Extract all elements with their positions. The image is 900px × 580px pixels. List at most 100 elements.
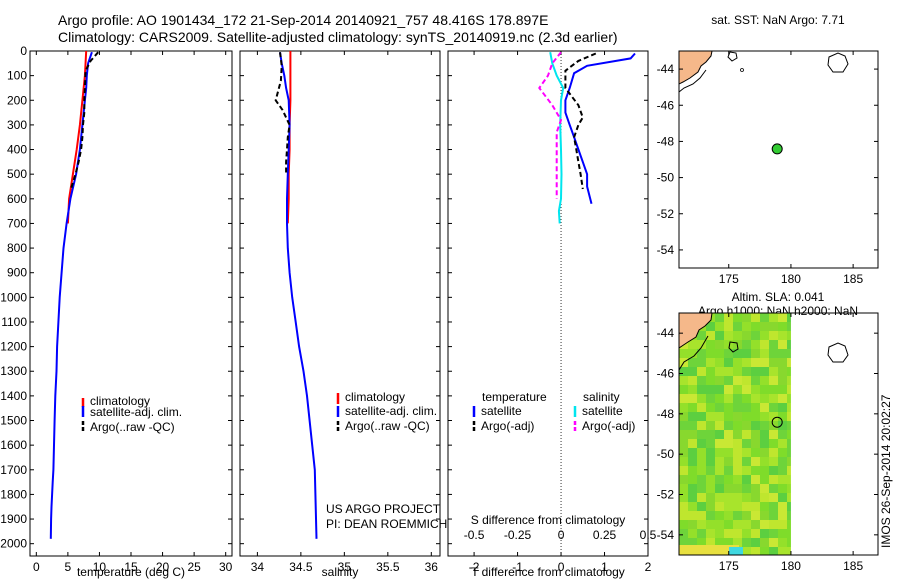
- sla-cell: [742, 358, 751, 367]
- y-tick-label: 1400: [0, 389, 27, 403]
- series-line-argo-raw-qc-: [274, 52, 291, 175]
- map-frame: [678, 50, 879, 269]
- sla-cell: [706, 538, 715, 547]
- sla-cell: [724, 520, 733, 529]
- x-tick-label: 0: [33, 560, 40, 574]
- y-tick-label: -50: [657, 447, 675, 461]
- sla-cell: [697, 358, 706, 367]
- series-line-satellite-adj-clim-: [279, 52, 318, 539]
- sla-cell: [742, 448, 751, 457]
- x-tick-label: 36: [425, 560, 439, 574]
- sla-cell: [697, 331, 706, 340]
- x-tick-label: 175: [719, 559, 739, 573]
- sla-cell: [715, 520, 724, 529]
- sla-cell: [706, 448, 715, 457]
- sla-cell: [724, 484, 733, 493]
- sla-cell: [688, 484, 697, 493]
- sla-cell: [787, 547, 791, 555]
- sla-cell: [679, 545, 739, 555]
- sla-cell: [706, 493, 715, 502]
- sla-cell: [715, 484, 724, 493]
- sla-cell: [697, 502, 706, 511]
- sla-cell: [742, 511, 751, 520]
- sla-cell: [769, 493, 778, 502]
- sla-cell: [724, 421, 733, 430]
- secondary-x-tick-label: 0.5: [640, 528, 657, 542]
- sla-cell: [715, 430, 724, 439]
- sla-cell: [778, 340, 787, 349]
- sla-cell: [760, 349, 769, 358]
- x-tick-label: 1: [601, 560, 608, 574]
- sla-cell: [787, 538, 791, 547]
- sla-cell: [688, 412, 697, 421]
- sla-cell: [760, 367, 769, 376]
- sla-cell: [778, 484, 787, 493]
- sla-cell: [769, 367, 778, 376]
- sla-cell: [679, 376, 688, 385]
- x-tick-label: 35: [338, 560, 352, 574]
- sla-cell: [769, 448, 778, 457]
- sla-cell: [697, 466, 706, 475]
- sla-cell: [688, 367, 697, 376]
- sla-cell: [679, 484, 688, 493]
- sla-cell: [697, 349, 706, 358]
- legend-t-satellite-label: satellite: [481, 404, 522, 418]
- island-shape: [827, 342, 849, 363]
- sla-cell: [787, 511, 791, 520]
- sla-cell: [742, 331, 751, 340]
- sla-field: [679, 313, 791, 555]
- sla-cell: [769, 430, 778, 439]
- sla-cell: [760, 421, 769, 430]
- sla-cell: [751, 448, 760, 457]
- sla-cell: [787, 439, 791, 448]
- figure-title-line2: Climatology: CARS2009. Satellite-adjuste…: [58, 29, 618, 45]
- sla-cell: [769, 331, 778, 340]
- sla-cell: [697, 448, 706, 457]
- sla-cell: [742, 322, 751, 331]
- x-tick-label: 15: [124, 560, 138, 574]
- sla-cell: [733, 538, 742, 547]
- sla-cell: [742, 439, 751, 448]
- sla-cell: [706, 475, 715, 484]
- sla-cell: [751, 322, 760, 331]
- sla-cell: [751, 502, 760, 511]
- y-tick-label: -50: [657, 171, 675, 185]
- sla-cell: [733, 511, 742, 520]
- sla-cell: [688, 385, 697, 394]
- sla-cell: [778, 403, 787, 412]
- sla-cell: [724, 403, 733, 412]
- timestamp-label: IMOS 26-Sep-2014 20:02:27: [879, 394, 893, 548]
- sla-cell: [679, 421, 688, 430]
- y-tick-label: 1200: [0, 340, 27, 354]
- sla-cell: [724, 430, 733, 439]
- sla-cell: [679, 349, 688, 358]
- y-tick-label: 1300: [0, 364, 27, 378]
- sla-cell: [778, 529, 787, 538]
- sla-cell: [688, 403, 697, 412]
- sla-cell: [733, 367, 742, 376]
- y-tick-label: 1800: [0, 487, 27, 501]
- sla-cell: [769, 439, 778, 448]
- sla-cell: [751, 349, 760, 358]
- sla-cell: [760, 376, 769, 385]
- sla-cell: [778, 421, 787, 430]
- sla-cell: [742, 466, 751, 475]
- y-tick-label: 2000: [0, 537, 27, 551]
- plot-frame: [29, 50, 233, 557]
- island-shape: [740, 68, 744, 72]
- sla-cell: [769, 322, 778, 331]
- sla-cell: [697, 439, 706, 448]
- sla-cell: [733, 349, 742, 358]
- legend-t-argo-label: Argo(-adj): [481, 419, 534, 433]
- sla-cell: [787, 502, 791, 511]
- sla-cell: [760, 475, 769, 484]
- sla-cell: [697, 421, 706, 430]
- sla-cell: [697, 340, 706, 349]
- sla-cell: [679, 502, 688, 511]
- sla-cell: [733, 475, 742, 484]
- sla-cell: [760, 448, 769, 457]
- sla-cell: [778, 538, 787, 547]
- sla-cell: [769, 520, 778, 529]
- sla-cell: [760, 457, 769, 466]
- sla-cell: [760, 547, 769, 555]
